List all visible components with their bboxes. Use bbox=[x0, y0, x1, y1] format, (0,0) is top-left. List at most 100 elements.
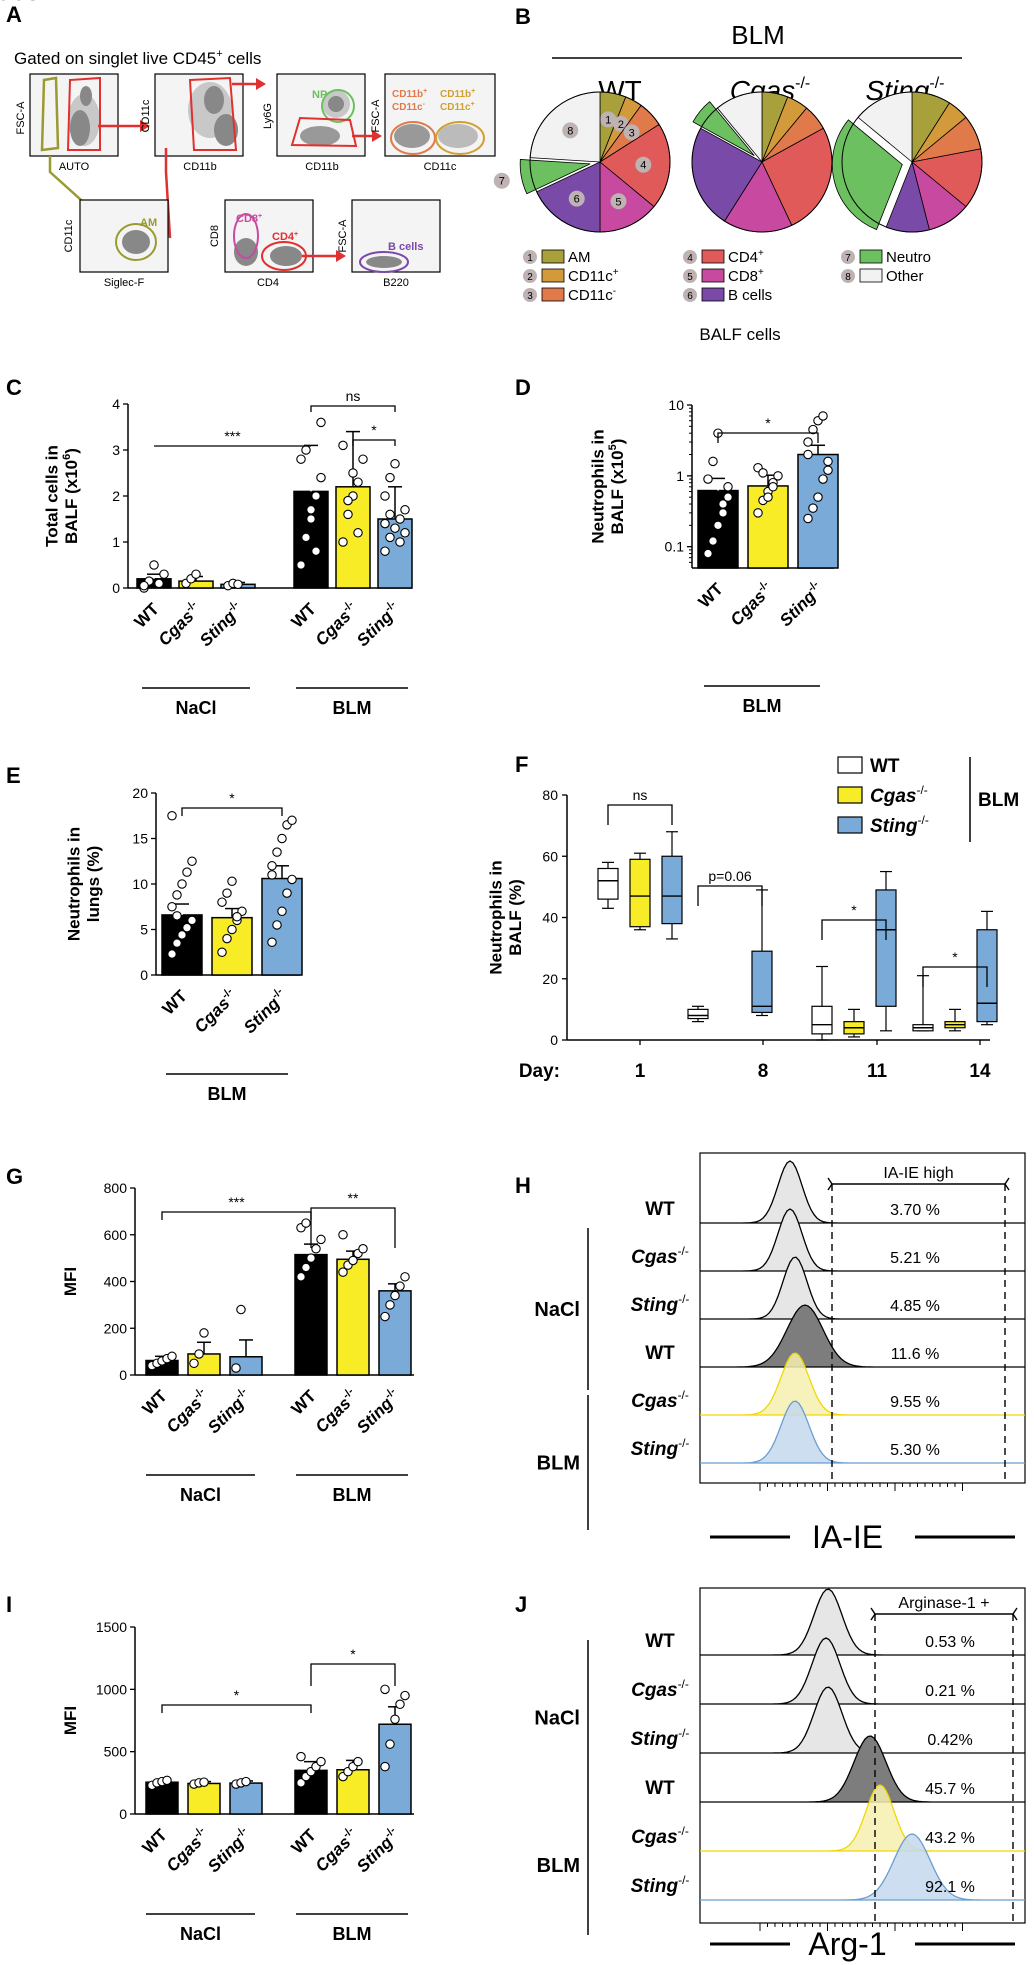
axis-label: CD11b bbox=[305, 161, 338, 173]
gating-plot-6: CD8+ CD4+ CD8 CD4 bbox=[209, 199, 314, 289]
data-point bbox=[400, 1272, 410, 1282]
gate-arrow bbox=[1004, 1177, 1010, 1191]
y-tick-label: 80 bbox=[542, 787, 558, 803]
data-point bbox=[296, 1272, 306, 1282]
data-point bbox=[708, 536, 718, 546]
histogram-curve bbox=[700, 1208, 1025, 1272]
legend-number-badge bbox=[841, 250, 855, 264]
data-point bbox=[277, 906, 287, 917]
data-point bbox=[385, 472, 395, 483]
legend-number: 8 bbox=[845, 272, 851, 283]
data-point bbox=[199, 1777, 209, 1787]
significance-bracket bbox=[821, 919, 887, 940]
data-point bbox=[723, 482, 733, 492]
axis-label: FSC-A bbox=[337, 219, 349, 253]
y-axis-label: Neutrophils inBALF (%) bbox=[487, 860, 526, 974]
y-tick-label: 15 bbox=[132, 831, 148, 847]
legend-label: CD8+ bbox=[728, 267, 764, 285]
group-label: NaCl bbox=[180, 1924, 221, 1944]
pie-number: 7 bbox=[499, 176, 505, 188]
data-point bbox=[222, 888, 232, 898]
group-label: BLM bbox=[537, 1855, 580, 1877]
data-point bbox=[236, 1304, 246, 1315]
row-label: Cgas-/- bbox=[631, 1244, 689, 1268]
legend-sup: -/- bbox=[916, 783, 927, 797]
legend-label: Other bbox=[886, 268, 924, 285]
legend-swatch bbox=[701, 268, 725, 283]
data-point bbox=[348, 468, 358, 478]
significance-bracket bbox=[352, 439, 396, 446]
gate-label: CD11b bbox=[440, 89, 471, 100]
significance-label: * bbox=[234, 1687, 240, 1703]
panel-d-chart: 0.1 1 10 Neutrophils inBALF (x105) WT Cgas-/-… bbox=[589, 397, 839, 716]
significance-label: * bbox=[851, 902, 857, 918]
tick-label: Cgas-/- bbox=[162, 1824, 213, 1875]
gating-plot-4: CD11b+ CD11c- CD11b+ CD11c+ FSC-A CD11c bbox=[370, 73, 496, 173]
legend-number: 5 bbox=[687, 272, 693, 283]
data-point bbox=[172, 938, 182, 948]
row-label: Sting-/- bbox=[631, 1292, 690, 1316]
pie-number: 1 bbox=[605, 114, 611, 126]
data-point bbox=[390, 459, 400, 469]
gating-title: Gated on singlet live CD45 bbox=[14, 49, 216, 68]
row-label-gene: WT bbox=[645, 1631, 675, 1652]
data-point bbox=[343, 495, 353, 506]
data-point bbox=[182, 922, 192, 933]
panel-label-a: A bbox=[6, 2, 22, 27]
significance-label: *** bbox=[228, 1194, 245, 1210]
y-axis-label-close: ) bbox=[62, 448, 81, 454]
data-point bbox=[723, 492, 733, 502]
data-point bbox=[194, 1349, 204, 1359]
data-point bbox=[316, 472, 326, 483]
y-axis-label-line: BALF (%) bbox=[506, 879, 525, 955]
data-point bbox=[287, 815, 297, 826]
significance-label: * bbox=[952, 949, 958, 965]
tick-label: Sting-/- bbox=[239, 985, 291, 1037]
data-point bbox=[400, 505, 410, 515]
data-point bbox=[718, 499, 728, 509]
y-tick-label: 2 bbox=[112, 488, 120, 504]
gate-label: AM bbox=[140, 217, 157, 229]
panel-label-f: F bbox=[515, 752, 528, 777]
tick-label: Sting-/- bbox=[352, 1824, 404, 1876]
data-point bbox=[358, 1244, 368, 1254]
legend-swatch bbox=[541, 287, 565, 302]
row-label-sup: -/- bbox=[678, 1292, 689, 1306]
data-point bbox=[400, 1690, 410, 1701]
data-point bbox=[385, 509, 395, 520]
tick-label: Cgas-/- bbox=[154, 598, 205, 649]
y-tick-label: 1000 bbox=[96, 1681, 127, 1697]
tick-label-gene: WT bbox=[131, 599, 164, 632]
data-point bbox=[380, 1684, 390, 1695]
data-point bbox=[191, 569, 201, 579]
gate-label: Arginase-1 + bbox=[898, 1595, 989, 1612]
y-tick-label: 0 bbox=[119, 1806, 127, 1822]
row-label-gene: Cgas bbox=[631, 1827, 677, 1848]
tick-label: Cgas-/- bbox=[311, 1385, 362, 1436]
y-tick-label: 3 bbox=[112, 442, 120, 458]
data-point bbox=[395, 537, 405, 547]
significance-bracket bbox=[310, 1663, 396, 1686]
legend-label: CD11c+ bbox=[568, 267, 619, 285]
axis-label: CD11c bbox=[140, 99, 152, 132]
histogram-curve bbox=[700, 1833, 1025, 1901]
gate-label: B cells bbox=[388, 241, 423, 253]
legend-swatch bbox=[837, 816, 863, 834]
y-axis-label-line: Total cells in bbox=[43, 445, 62, 547]
legend-swatch bbox=[701, 249, 725, 264]
gate-percent: 4.85 % bbox=[890, 1298, 940, 1315]
pie-number-badge bbox=[493, 172, 510, 189]
data-point bbox=[267, 870, 277, 880]
significance-bracket bbox=[607, 804, 673, 825]
row-label: Sting-/- bbox=[631, 1726, 690, 1750]
legend-number-badge bbox=[523, 288, 537, 302]
tick-label: Sting-/- bbox=[352, 598, 404, 650]
y-tick-label: 10 bbox=[668, 397, 684, 413]
pie-number-badge bbox=[610, 193, 627, 210]
gate-label: CD8 bbox=[236, 213, 258, 225]
row-label-gene: Cgas bbox=[631, 1247, 677, 1268]
tick-label: WT bbox=[288, 1386, 321, 1419]
data-point bbox=[227, 876, 237, 887]
panel-label-g: G bbox=[6, 1164, 23, 1189]
data-point bbox=[167, 949, 177, 959]
